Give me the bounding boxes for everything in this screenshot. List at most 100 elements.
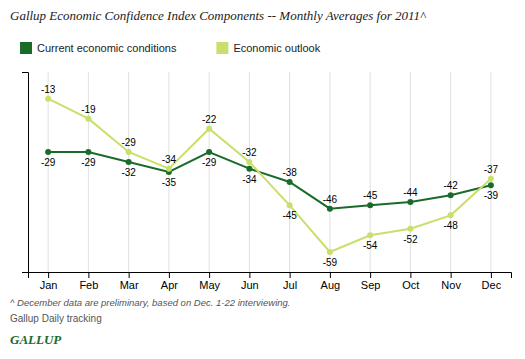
series-line <box>48 99 491 252</box>
data-label: -38 <box>282 167 297 178</box>
legend-swatch <box>216 42 228 54</box>
point <box>45 96 51 102</box>
data-label: -35 <box>162 177 177 188</box>
point <box>45 149 51 155</box>
x-tick-mark <box>249 272 250 278</box>
x-tick: May <box>199 272 220 291</box>
x-tick-mark <box>88 272 89 278</box>
x-tick: Apr <box>161 272 178 291</box>
data-label: -44 <box>403 187 418 198</box>
y-axis <box>22 73 29 273</box>
x-tick-mark <box>451 272 452 278</box>
x-tick-label: Apr <box>161 279 178 291</box>
x-tick-mark <box>410 272 411 278</box>
data-label: -32 <box>121 167 136 178</box>
point <box>85 149 91 155</box>
x-tick-mark <box>491 272 492 278</box>
grid-line <box>329 72 330 272</box>
grid-line <box>450 72 451 272</box>
x-axis-line <box>29 273 512 279</box>
x-tick-label: Jul <box>283 279 297 291</box>
point <box>367 202 373 208</box>
data-label: -32 <box>242 147 257 158</box>
point <box>448 212 454 218</box>
x-tick-mark <box>370 272 371 278</box>
point <box>85 116 91 122</box>
point <box>126 149 132 155</box>
data-label: -46 <box>323 194 338 205</box>
x-tick-label: Aug <box>321 279 341 291</box>
point <box>166 166 172 172</box>
point <box>246 166 252 172</box>
footnote: GALLUP <box>10 332 62 347</box>
point <box>488 176 494 182</box>
x-tick-label: Jun <box>241 279 259 291</box>
data-label: -54 <box>363 240 378 251</box>
x-tick-label: Nov <box>441 279 461 291</box>
grid-line <box>249 72 250 272</box>
data-label: -48 <box>443 220 458 231</box>
x-tick: Mar <box>120 272 139 291</box>
x-tick-label: Feb <box>79 279 98 291</box>
data-label: -29 <box>81 157 96 168</box>
x-tick-label: May <box>199 279 220 291</box>
grid-line <box>48 72 49 272</box>
data-label: -52 <box>403 234 418 245</box>
data-label: -37 <box>484 164 499 175</box>
point <box>407 199 413 205</box>
x-tick-mark <box>209 272 210 278</box>
point <box>206 126 212 132</box>
x-tick: Jun <box>241 272 259 291</box>
point <box>287 202 293 208</box>
point <box>246 159 252 165</box>
legend: Current economic conditions Economic outl… <box>20 42 321 54</box>
title: Gallup Economic Confidence Index Compone… <box>10 8 427 23</box>
x-tick: Nov <box>441 272 461 291</box>
chart: Gallup Economic Confidence Index Compone… <box>0 0 525 359</box>
x-tick: Feb <box>79 272 98 291</box>
data-label: -19 <box>81 104 96 115</box>
grid-line <box>88 72 89 272</box>
x-tick-mark <box>129 272 130 278</box>
x-tick: Oct <box>402 272 419 291</box>
data-label: -34 <box>162 154 177 165</box>
data-label: -39 <box>484 190 499 201</box>
footnote: ^ December data are preliminary, based o… <box>10 297 290 308</box>
legend-swatch <box>20 42 32 54</box>
x-tick: Aug <box>321 272 341 291</box>
x-axis: Jan Feb Mar Apr May Jun Jul Aug Sep Oct Nov Dec <box>29 272 512 291</box>
footnote: Gallup Daily tracking <box>10 313 102 324</box>
data-label: -29 <box>41 157 56 168</box>
data-label: -45 <box>363 190 378 201</box>
x-tick-mark <box>48 272 49 278</box>
series-line <box>48 152 491 209</box>
data-label: -29 <box>202 157 217 168</box>
data-label: -13 <box>41 84 56 95</box>
legend-label: Current economic conditions <box>37 42 177 54</box>
point <box>488 182 494 188</box>
x-tick: Dec <box>482 272 502 291</box>
x-tick-mark <box>169 272 170 278</box>
x-tick-label: Oct <box>402 279 419 291</box>
grid <box>48 72 491 272</box>
x-tick-mark <box>330 272 331 278</box>
legend-label: Economic outlook <box>233 42 320 54</box>
x-tick: Jul <box>283 272 297 291</box>
x-tick-label: Jan <box>40 279 58 291</box>
data-label: -45 <box>282 210 297 221</box>
data-label: -29 <box>121 137 136 148</box>
point <box>126 159 132 165</box>
point <box>287 179 293 185</box>
data-label: -34 <box>242 174 257 185</box>
x-tick: Jan <box>40 272 58 291</box>
point <box>407 226 413 232</box>
y-axis-line <box>22 73 29 273</box>
data-label: -22 <box>202 114 217 125</box>
data-label: -42 <box>443 180 458 191</box>
x-tick-label: Mar <box>120 279 139 291</box>
x-tick-mark <box>290 272 291 278</box>
plot-area <box>45 96 494 255</box>
x-tick: Sep <box>361 272 381 291</box>
point <box>327 206 333 212</box>
point <box>367 232 373 238</box>
